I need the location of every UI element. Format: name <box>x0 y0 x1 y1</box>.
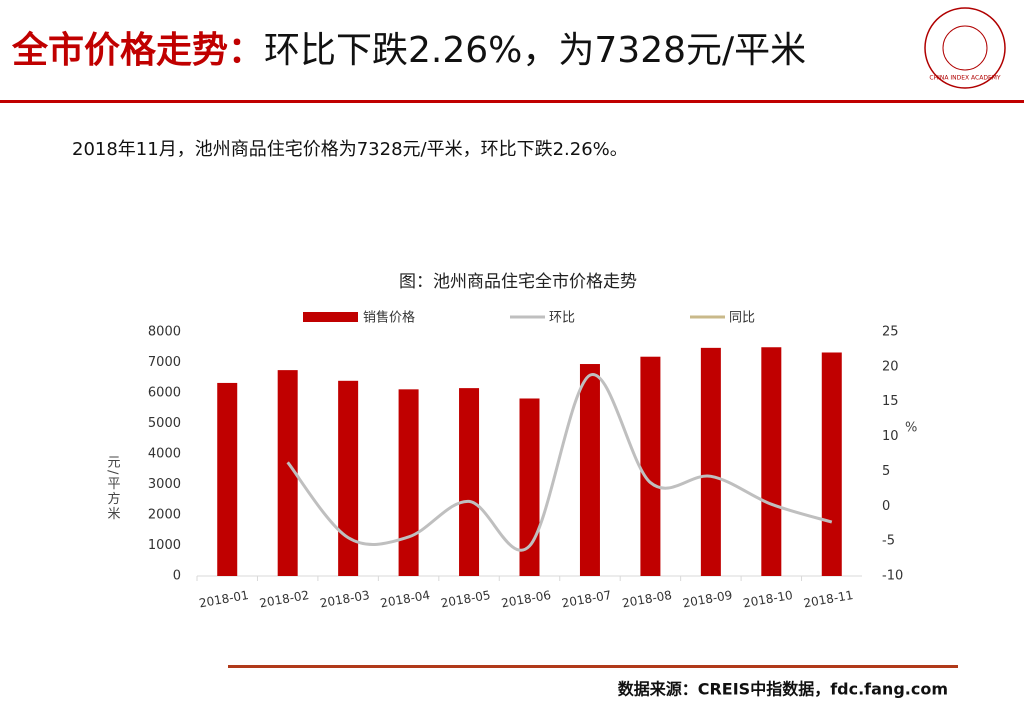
source: 数据来源：CREIS中指数据，fdc.fang.com <box>618 680 948 699</box>
logo-inner <box>942 25 988 71</box>
legend-label: 同比 <box>729 311 755 326</box>
legend-swatch <box>303 312 358 322</box>
y2-tick-label: 20 <box>882 359 899 374</box>
footer-rule <box>228 665 958 668</box>
header-rule <box>0 100 1024 103</box>
logo-text: CHINA INDEX ACADEMY <box>929 75 1001 82</box>
x-tick-label: 2018-08 <box>621 588 673 610</box>
legend-label: 销售价格 <box>363 310 415 326</box>
y2-tick-label: 10 <box>882 429 899 444</box>
y2-tick-label: 15 <box>882 394 899 409</box>
y-tick-label: 6000 <box>148 386 181 401</box>
x-tick-label: 2018-03 <box>319 588 371 610</box>
x-tick-label: 2018-10 <box>742 588 794 610</box>
y-tick-label: 8000 <box>148 325 181 340</box>
line <box>286 373 833 552</box>
bar <box>519 398 540 576</box>
bar <box>821 352 842 576</box>
x-tick-label: 2018-02 <box>258 588 310 610</box>
x-tick-label: 2018-05 <box>440 588 492 610</box>
bar <box>579 364 600 576</box>
y-tick-label: 5000 <box>148 416 181 431</box>
title-black: 环比下跌2.26%，为7328元/平米 <box>264 30 806 71</box>
x-tick-label: 2018-07 <box>561 588 613 610</box>
legend-label: 环比 <box>549 311 575 326</box>
bar <box>398 389 419 576</box>
x-tick-label: 2018-09 <box>682 588 734 610</box>
y2-tick-label: 5 <box>882 464 890 479</box>
y2-tick-label: 0 <box>882 499 890 514</box>
bar <box>217 382 238 576</box>
y-tick-label: 2000 <box>148 508 181 523</box>
y2-tick-label: -10 <box>882 569 903 584</box>
y2-tick-label: -5 <box>882 534 895 549</box>
y2-axis-label: % <box>905 421 917 436</box>
y-tick-label: 7000 <box>148 355 181 370</box>
y-tick-label: 0 <box>173 569 181 584</box>
title-red: 全市价格走势： <box>11 29 264 71</box>
bar <box>338 380 359 576</box>
x-tick-label: 2018-04 <box>379 588 431 610</box>
y2-tick-label: 25 <box>882 325 899 340</box>
y-tick-label: 3000 <box>148 477 181 492</box>
bar <box>459 388 480 576</box>
summary: 2018年11月，池州商品住宅价格为7328元/平米，环比下跌2.26%。 <box>72 139 628 160</box>
chart-title: 图：池州商品住宅全市价格走势 <box>399 272 637 292</box>
x-tick-label: 2018-01 <box>198 588 250 610</box>
bar <box>277 370 298 576</box>
logo <box>924 7 1006 89</box>
y-axis-label: 元/平方米 <box>105 455 121 521</box>
bar <box>761 347 782 576</box>
y-tick-label: 1000 <box>148 538 181 553</box>
y-tick-label: 4000 <box>148 447 181 462</box>
bar <box>640 356 661 576</box>
x-tick-label: 2018-11 <box>802 588 854 610</box>
x-tick-label: 2018-06 <box>500 588 552 610</box>
bar <box>700 347 721 576</box>
